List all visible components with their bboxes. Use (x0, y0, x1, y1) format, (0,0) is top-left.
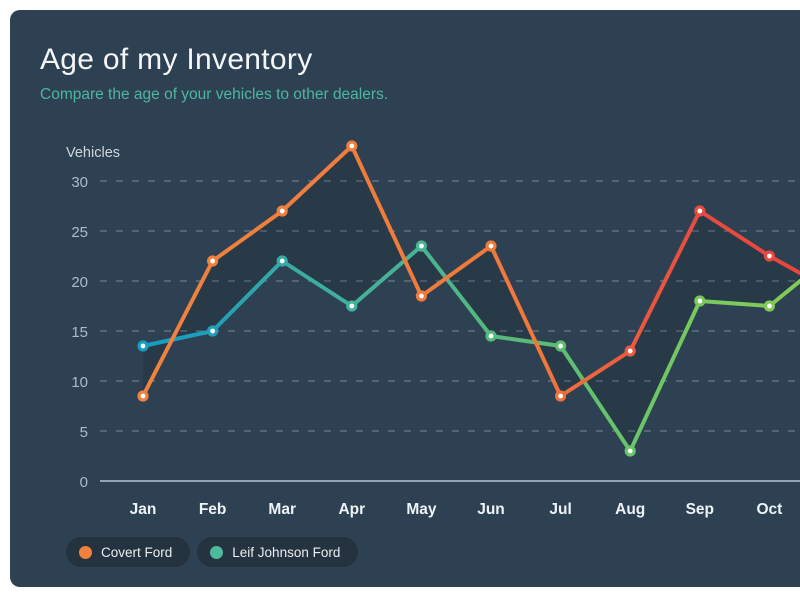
y-axis-title: Vehicles (66, 145, 120, 161)
x-tick-label-jul: Jul (549, 501, 571, 518)
y-tick-label-30: 30 (71, 174, 88, 191)
inventory-age-line-chart: 0 5 10 15 20 25 30 Vehicles Jan Feb Mar Apr May Jun Ju… (66, 140, 800, 518)
legend-dot-covert-ford-icon (79, 545, 92, 559)
data-point-leif-johnson-ford-jun[interactable] (485, 330, 497, 342)
data-point-covert-ford-mar[interactable] (276, 205, 288, 217)
x-tick-label-sep: Sep (686, 501, 714, 518)
data-point-leif-johnson-ford-feb[interactable] (207, 325, 219, 337)
dashboard-card: Age of my Inventory Compare the age of y… (10, 10, 800, 587)
legend-label-leif-johnson-ford: Leif Johnson Ford (232, 544, 341, 560)
data-point-leif-johnson-ford-jan[interactable] (137, 340, 149, 352)
data-point-covert-ford-may[interactable] (415, 290, 427, 302)
data-point-covert-ford-feb[interactable] (207, 255, 219, 267)
y-tick-label-5: 5 (80, 424, 88, 441)
data-point-leif-johnson-ford-mar[interactable] (276, 255, 288, 267)
data-point-leif-johnson-ford-aug[interactable] (624, 445, 636, 457)
x-tick-label-mar: Mar (268, 501, 296, 518)
chart-subtitle: Compare the age of your vehicles to othe… (40, 86, 389, 103)
data-point-leif-johnson-ford-apr[interactable] (346, 300, 358, 312)
legend-dot-leif-johnson-ford-icon (210, 545, 224, 559)
data-point-covert-ford-jan[interactable] (137, 390, 149, 402)
y-tick-label-20: 20 (71, 274, 88, 291)
data-point-covert-ford-jun[interactable] (485, 240, 497, 252)
data-point-covert-ford-sep[interactable] (694, 205, 706, 217)
data-point-leif-johnson-ford-jul[interactable] (554, 340, 567, 352)
x-tick-label-jan: Jan (130, 501, 157, 518)
data-point-covert-ford-apr[interactable] (346, 140, 358, 152)
data-point-leif-johnson-ford-may[interactable] (415, 240, 427, 252)
x-tick-label-aug: Aug (615, 501, 645, 518)
data-point-covert-ford-oct[interactable] (763, 250, 776, 262)
data-point-covert-ford-aug[interactable] (624, 345, 636, 357)
y-tick-label-25: 25 (71, 224, 88, 241)
y-tick-label-0: 0 (80, 474, 88, 491)
data-point-leif-johnson-ford-sep[interactable] (694, 295, 706, 307)
x-tick-label-feb: Feb (199, 501, 227, 518)
data-point-covert-ford-jul[interactable] (554, 390, 567, 402)
legend-item-covert-ford[interactable]: Covert Ford (66, 537, 191, 567)
x-tick-label-jun: Jun (477, 501, 505, 518)
x-tick-label-apr: Apr (338, 501, 365, 518)
x-tick-label-oct: Oct (756, 501, 782, 518)
y-tick-label-10: 10 (71, 374, 88, 391)
legend-item-leif-johnson-ford[interactable]: Leif Johnson Ford (197, 537, 359, 567)
chart-legend: Covert Ford Leif Johnson Ford (66, 537, 359, 567)
legend-label-covert-ford: Covert Ford (101, 544, 173, 560)
between-series-band (143, 146, 800, 451)
x-tick-label-may: May (406, 501, 437, 518)
y-tick-label-15: 15 (71, 324, 88, 341)
data-point-leif-johnson-ford-oct[interactable] (763, 300, 776, 312)
chart-title: Age of my Inventory (40, 43, 313, 76)
